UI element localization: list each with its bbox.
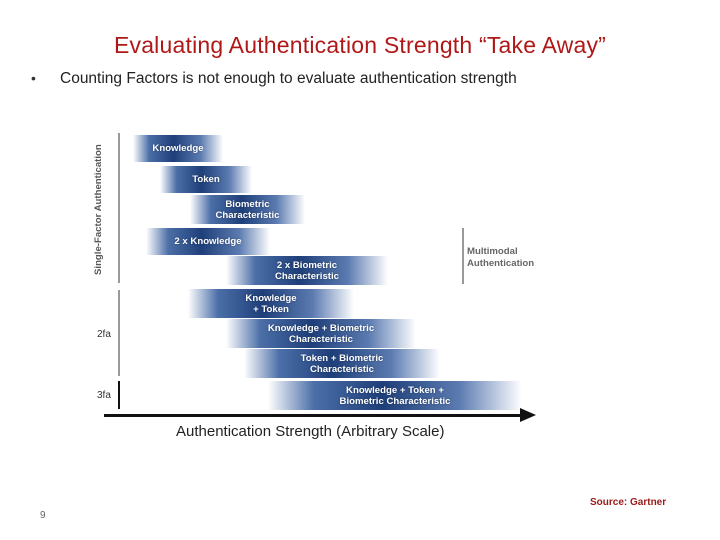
multimodal-line-1: Multimodal <box>467 246 518 257</box>
three-fa-bracket-line <box>118 381 120 409</box>
bar-token: Token <box>160 166 252 193</box>
two-fa-label: 2fa <box>97 329 111 340</box>
strength-axis <box>104 414 522 417</box>
bar-token-biometric: Token + Biometric Characteristic <box>244 349 440 378</box>
multimodal-label: Multimodal Authentication <box>467 246 534 270</box>
bar-knowledge-token-label: Knowledge + Token <box>245 292 297 315</box>
bar-token-label: Token <box>192 174 220 185</box>
bar-knowledge-biometric-label: Knowledge + Biometric Characteristic <box>267 322 375 345</box>
bar-2x-biometric-label: 2 x Biometric Characteristic <box>275 259 339 282</box>
bullet-marker: • <box>31 70 36 86</box>
page-number: 9 <box>40 510 46 521</box>
bar-knowledge-token-biometric: Knowledge + Token + Biometric Characteris… <box>268 381 522 410</box>
single-factor-label: Single-Factor Authentication <box>93 144 104 275</box>
three-fa-label: 3fa <box>97 390 111 401</box>
two-fa-bracket-line <box>118 290 120 376</box>
multimodal-bracket-line <box>462 228 464 284</box>
bar-2x-biometric: 2 x Biometric Characteristic <box>226 256 388 285</box>
source-note: Source: Gartner <box>590 497 667 508</box>
bar-2x-knowledge-label: 2 x Knowledge <box>174 236 242 247</box>
bar-biometric-label: Biometric Characteristic <box>215 198 280 221</box>
bar-knowledge-label: Knowledge <box>152 143 204 154</box>
bar-biometric: Biometric Characteristic <box>190 195 305 224</box>
bar-knowledge: Knowledge <box>133 135 223 162</box>
bar-knowledge-token-biometric-label: Knowledge + Token + Biometric Characteris… <box>339 384 451 407</box>
bullet-text: Counting Factors is not enough to evalua… <box>60 70 517 87</box>
axis-arrow-icon <box>520 408 536 422</box>
bar-2x-knowledge: 2 x Knowledge <box>146 228 270 255</box>
axis-label: Authentication Strength (Arbitrary Scale… <box>176 423 445 440</box>
bar-knowledge-token: Knowledge + Token <box>188 289 354 318</box>
single-factor-bracket-line <box>118 133 120 283</box>
multimodal-line-2: Authentication <box>467 258 535 269</box>
bar-token-biometric-label: Token + Biometric Characteristic <box>300 352 384 375</box>
slide-title: Evaluating Authentication Strength “Take… <box>113 32 607 58</box>
bar-knowledge-biometric: Knowledge + Biometric Characteristic <box>226 319 416 348</box>
